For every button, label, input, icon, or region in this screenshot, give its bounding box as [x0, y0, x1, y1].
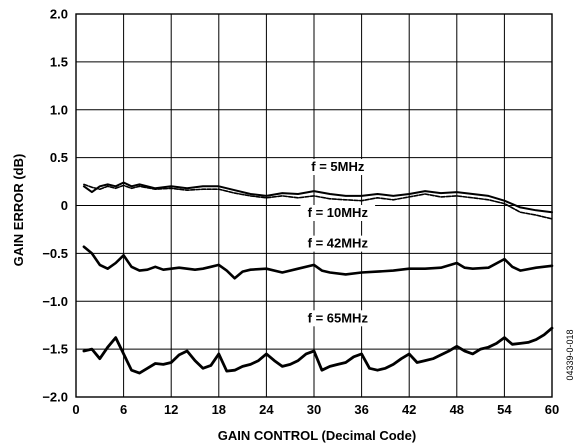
y-tick-label: 0.5 [50, 150, 68, 165]
y-tick-label: 1.0 [50, 102, 68, 117]
series-lines [82, 181, 554, 375]
x-tick-label: 36 [354, 402, 368, 417]
x-axis-label: GAIN CONTROL (Decimal Code) [218, 428, 416, 443]
annotation-background [300, 310, 376, 327]
series-line-4 [82, 326, 554, 375]
series-line-1 [82, 181, 553, 214]
y-tick-label: −2.0 [42, 390, 68, 405]
x-tick-label: 42 [402, 402, 416, 417]
x-axis-ticks: 0 6 12 18 24 30 36 42 48 54 60 [72, 402, 559, 417]
annotation-background [300, 204, 376, 221]
x-tick-label: 6 [120, 402, 127, 417]
annotation-backgrounds [300, 159, 376, 327]
x-tick-label: 24 [259, 402, 274, 417]
plot-frame [75, 13, 553, 398]
x-tick-label: 12 [164, 402, 178, 417]
x-tick-label: 48 [450, 402, 464, 417]
y-tick-label: −1.0 [42, 294, 68, 309]
x-tick-label: 30 [307, 402, 321, 417]
x-tick-label: 54 [497, 402, 512, 417]
x-tick-label: 0 [72, 402, 79, 417]
y-tick-label: 1.5 [50, 54, 68, 69]
series-annotation: f = 42MHz [308, 236, 369, 251]
y-tick-label: −0.5 [42, 246, 68, 261]
series-line-3 [82, 245, 554, 280]
series-line-2 [83, 183, 553, 220]
series-annotation: f = 5MHz [311, 159, 365, 174]
annotations: f = 5MHz f = 10MHz f = 42MHz f = 65MHz [308, 159, 369, 325]
annotation-background [300, 235, 376, 252]
y-tick-label: 2.0 [50, 7, 68, 22]
x-tick-label: 60 [545, 402, 559, 417]
y-tick-label: −1.5 [42, 342, 68, 357]
annotation-background [304, 159, 372, 176]
x-tick-label: 18 [212, 402, 226, 417]
series-annotation: f = 10MHz [308, 205, 369, 220]
y-axis-label: GAIN ERROR (dB) [11, 154, 26, 267]
series-annotation: f = 65MHz [308, 310, 369, 325]
y-axis-ticks: 2.0 1.5 1.0 0.5 0 −0.5 −1.0 −1.5 −2.0 [42, 7, 68, 405]
figure-id: 04339-0-018 [565, 329, 575, 380]
y-tick-label: 0 [61, 198, 68, 213]
